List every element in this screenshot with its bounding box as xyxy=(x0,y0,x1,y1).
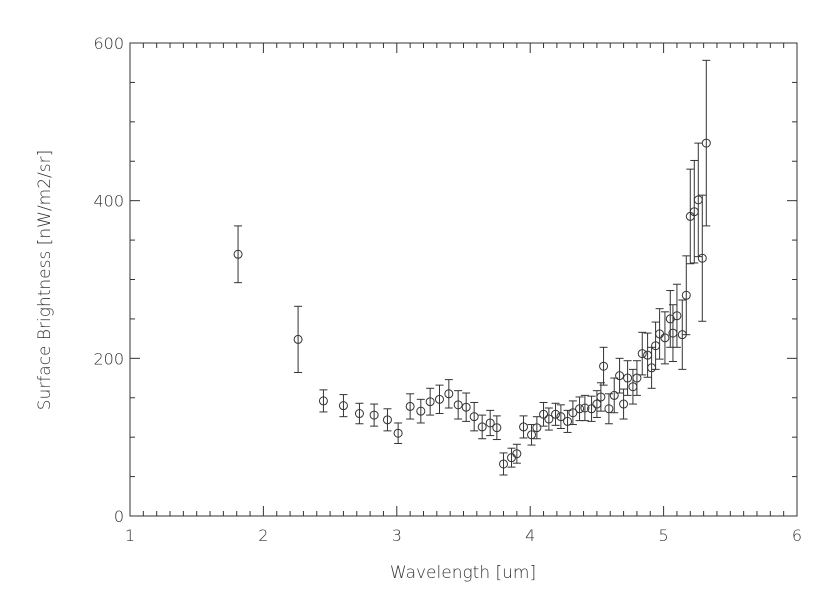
y-tick-label: 200 xyxy=(93,349,124,368)
x-tick-label: 5 xyxy=(659,526,669,545)
data-point xyxy=(499,459,509,469)
data-point xyxy=(485,418,495,428)
plot-frame xyxy=(129,42,798,517)
data-point xyxy=(434,394,444,404)
data-point xyxy=(453,400,463,410)
data-point xyxy=(575,404,585,414)
data-point xyxy=(623,373,633,383)
data-point xyxy=(580,403,590,413)
y-tick-label: 400 xyxy=(93,192,124,211)
data-point xyxy=(568,408,578,418)
data-point xyxy=(382,415,392,425)
data-point xyxy=(587,404,597,414)
data-point xyxy=(369,410,379,420)
x-tick-label: 1 xyxy=(125,526,135,545)
data-point xyxy=(469,412,479,422)
data-point xyxy=(416,406,426,416)
data-point xyxy=(532,423,542,433)
data-point xyxy=(233,249,243,259)
data-point xyxy=(563,416,573,426)
data-point xyxy=(551,409,561,419)
x-tick-label: 2 xyxy=(258,526,268,545)
data-point xyxy=(681,290,691,300)
data-point xyxy=(701,138,711,148)
x-tick-label: 4 xyxy=(525,526,535,545)
y-axis-label: Surface Brightness [nW/m2/sr] xyxy=(35,150,55,411)
data-point xyxy=(477,422,487,432)
data-point xyxy=(519,422,529,432)
data-point xyxy=(632,373,642,383)
data-point xyxy=(461,402,471,412)
data-points xyxy=(233,59,711,476)
data-point xyxy=(615,371,625,381)
data-point xyxy=(539,409,549,419)
data-point xyxy=(492,423,502,433)
data-point xyxy=(544,414,554,424)
data-point xyxy=(697,253,707,263)
data-point xyxy=(637,349,647,359)
data-point xyxy=(512,449,522,459)
data-point xyxy=(556,412,566,422)
data-point xyxy=(393,428,403,438)
data-point xyxy=(405,401,415,411)
data-point xyxy=(609,390,619,400)
data-point xyxy=(604,404,614,414)
data-point xyxy=(318,396,328,406)
data-point xyxy=(354,409,364,419)
data-point xyxy=(425,397,435,407)
data-point xyxy=(338,401,348,411)
data-point xyxy=(596,392,606,402)
axes: 1 2 3 4 5 6 0 200 400 600 xyxy=(93,34,802,545)
data-point xyxy=(660,333,670,343)
x-tick-label: 3 xyxy=(392,526,402,545)
data-point xyxy=(527,430,537,440)
data-point xyxy=(672,311,682,321)
data-point xyxy=(599,361,609,371)
y-tick-label: 600 xyxy=(93,34,124,53)
y-tick-label: 0 xyxy=(114,507,124,526)
data-point xyxy=(619,399,629,409)
data-point xyxy=(444,389,454,399)
x-tick-label: 6 xyxy=(792,526,802,545)
data-point xyxy=(293,334,303,344)
x-axis-label: Wavelength [um] xyxy=(390,563,536,583)
